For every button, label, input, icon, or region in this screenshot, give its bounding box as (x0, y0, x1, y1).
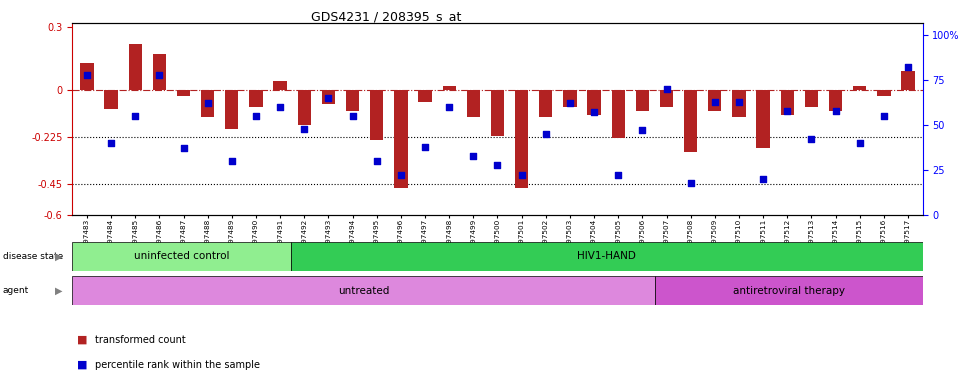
Text: antiretroviral therapy: antiretroviral therapy (733, 286, 845, 296)
Point (731, 99, 747, 105)
Point (321, 95, 336, 101)
Point (345, 113, 360, 119)
Point (369, 158, 384, 164)
Bar (636, 90, 649, 111)
Point (900, 65, 916, 71)
Text: HIV1-HAND: HIV1-HAND (578, 251, 637, 262)
Bar (177, 90, 190, 96)
Bar (467, 90, 480, 117)
Bar (660, 90, 673, 106)
Bar (291, 242, 923, 271)
Bar (72, 242, 291, 271)
Bar (708, 90, 722, 111)
Text: uninfected control: uninfected control (134, 251, 230, 262)
Point (490, 162, 505, 168)
Point (514, 172, 529, 179)
Point (466, 152, 481, 159)
Point (659, 86, 674, 92)
Point (128, 113, 143, 119)
Point (562, 100, 578, 106)
Text: ■: ■ (77, 335, 88, 345)
Point (538, 131, 554, 137)
Bar (298, 90, 311, 125)
Text: transformed count: transformed count (95, 335, 185, 345)
Point (248, 113, 264, 119)
Text: ▶: ▶ (55, 251, 63, 262)
Text: ■: ■ (77, 360, 88, 370)
Bar (732, 90, 746, 117)
Text: ▶: ▶ (55, 286, 63, 296)
Bar (611, 90, 625, 138)
Bar (273, 81, 287, 90)
Point (828, 108, 843, 114)
Bar (901, 71, 915, 90)
Point (224, 158, 240, 164)
Point (152, 71, 167, 78)
Text: GDS4231 / 208395_s_at: GDS4231 / 208395_s_at (311, 10, 462, 23)
Bar (128, 44, 142, 90)
Bar (781, 90, 794, 115)
Bar (418, 90, 432, 103)
Bar (249, 90, 263, 106)
Bar (491, 90, 504, 136)
Point (393, 172, 409, 179)
Bar (153, 55, 166, 90)
Bar (442, 86, 456, 90)
Bar (322, 90, 335, 104)
Bar (104, 90, 118, 109)
Point (876, 113, 892, 119)
Bar (756, 90, 770, 148)
Text: untreated: untreated (338, 286, 389, 296)
Bar (877, 90, 891, 96)
Point (586, 109, 602, 116)
Point (635, 127, 650, 134)
Bar (563, 90, 577, 106)
Bar (201, 90, 214, 117)
Bar (684, 90, 697, 152)
Point (441, 104, 457, 110)
Bar (587, 90, 601, 115)
Point (804, 136, 819, 142)
Point (200, 100, 215, 106)
Point (683, 180, 698, 186)
Bar (805, 90, 818, 106)
Bar (539, 90, 553, 117)
Text: percentile rank within the sample: percentile rank within the sample (95, 360, 260, 370)
Bar (515, 90, 528, 188)
Point (611, 172, 626, 179)
Point (755, 176, 771, 182)
Text: agent: agent (3, 286, 29, 295)
Point (417, 144, 433, 150)
Point (272, 104, 288, 110)
Bar (829, 90, 842, 111)
Bar (80, 63, 94, 90)
Bar (394, 90, 408, 188)
Bar (370, 90, 384, 140)
Point (176, 146, 191, 152)
Point (297, 126, 312, 132)
Bar (225, 90, 239, 129)
Bar (853, 86, 867, 90)
Bar (655, 276, 923, 305)
Point (852, 140, 867, 146)
Point (780, 108, 795, 114)
Bar (346, 90, 359, 111)
Bar (72, 276, 655, 305)
Point (707, 99, 723, 105)
Point (79, 71, 95, 78)
Text: disease state: disease state (3, 252, 63, 261)
Point (103, 140, 119, 146)
